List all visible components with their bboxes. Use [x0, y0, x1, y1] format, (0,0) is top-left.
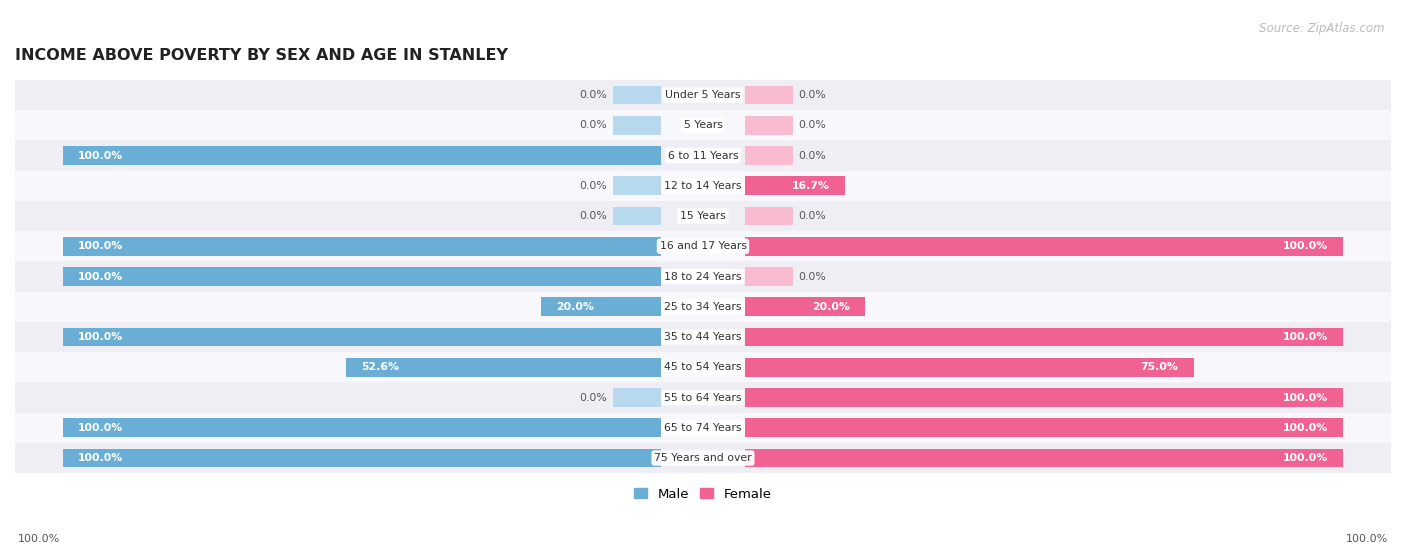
Text: 5 Years: 5 Years: [683, 121, 723, 131]
Bar: [15, 80, 1391, 110]
Text: 100.0%: 100.0%: [77, 453, 124, 463]
Text: 0.0%: 0.0%: [799, 121, 827, 131]
Text: 45 to 54 Years: 45 to 54 Years: [664, 362, 742, 372]
Bar: [15, 201, 1391, 231]
Bar: [613, 116, 661, 134]
Bar: [745, 328, 1343, 347]
Bar: [745, 86, 793, 104]
Text: 35 to 44 Years: 35 to 44 Years: [664, 332, 742, 342]
Bar: [15, 171, 1391, 201]
Text: 0.0%: 0.0%: [579, 90, 607, 100]
Bar: [745, 418, 1343, 437]
Text: 16.7%: 16.7%: [792, 181, 830, 191]
Text: 0.0%: 0.0%: [579, 392, 607, 402]
Text: 100.0%: 100.0%: [1282, 241, 1329, 251]
Text: 0.0%: 0.0%: [579, 121, 607, 131]
Bar: [613, 206, 661, 225]
Bar: [745, 116, 793, 134]
Text: INCOME ABOVE POVERTY BY SEX AND AGE IN STANLEY: INCOME ABOVE POVERTY BY SEX AND AGE IN S…: [15, 49, 508, 64]
Bar: [63, 449, 661, 468]
Text: 100.0%: 100.0%: [1282, 453, 1329, 463]
Bar: [541, 297, 661, 316]
Text: Source: ZipAtlas.com: Source: ZipAtlas.com: [1260, 22, 1385, 35]
Text: 100.0%: 100.0%: [77, 151, 124, 161]
Text: 100.0%: 100.0%: [18, 534, 60, 544]
Text: 0.0%: 0.0%: [799, 272, 827, 282]
Text: 100.0%: 100.0%: [1282, 332, 1329, 342]
Bar: [745, 146, 793, 165]
Bar: [745, 388, 1343, 407]
Text: 100.0%: 100.0%: [77, 272, 124, 282]
Text: 75.0%: 75.0%: [1140, 362, 1178, 372]
Bar: [15, 110, 1391, 141]
Text: 0.0%: 0.0%: [799, 151, 827, 161]
Bar: [613, 388, 661, 407]
Bar: [745, 449, 1343, 468]
Bar: [15, 322, 1391, 352]
Bar: [745, 206, 793, 225]
Bar: [63, 267, 661, 286]
Bar: [15, 443, 1391, 473]
Bar: [15, 231, 1391, 261]
Bar: [63, 237, 661, 256]
Bar: [63, 328, 661, 347]
Bar: [745, 297, 865, 316]
Bar: [346, 358, 661, 377]
Text: 12 to 14 Years: 12 to 14 Years: [664, 181, 742, 191]
Bar: [63, 146, 661, 165]
Bar: [745, 267, 793, 286]
Text: 100.0%: 100.0%: [1282, 392, 1329, 402]
Text: 25 to 34 Years: 25 to 34 Years: [664, 302, 742, 312]
Text: Under 5 Years: Under 5 Years: [665, 90, 741, 100]
Text: 16 and 17 Years: 16 and 17 Years: [659, 241, 747, 251]
Text: 100.0%: 100.0%: [1346, 534, 1388, 544]
Bar: [15, 413, 1391, 443]
Text: 100.0%: 100.0%: [77, 241, 124, 251]
Text: 6 to 11 Years: 6 to 11 Years: [668, 151, 738, 161]
Text: 15 Years: 15 Years: [681, 211, 725, 221]
Text: 0.0%: 0.0%: [579, 181, 607, 191]
Legend: Male, Female: Male, Female: [628, 482, 778, 506]
Text: 0.0%: 0.0%: [799, 211, 827, 221]
Bar: [15, 352, 1391, 382]
Text: 20.0%: 20.0%: [557, 302, 595, 312]
Text: 20.0%: 20.0%: [811, 302, 849, 312]
Bar: [613, 86, 661, 104]
Bar: [15, 382, 1391, 413]
Text: 100.0%: 100.0%: [77, 423, 124, 433]
Bar: [613, 176, 661, 195]
Text: 18 to 24 Years: 18 to 24 Years: [664, 272, 742, 282]
Bar: [745, 358, 1194, 377]
Bar: [15, 292, 1391, 322]
Text: 100.0%: 100.0%: [1282, 423, 1329, 433]
Text: 0.0%: 0.0%: [579, 211, 607, 221]
Text: 75 Years and over: 75 Years and over: [654, 453, 752, 463]
Text: 0.0%: 0.0%: [799, 90, 827, 100]
Text: 100.0%: 100.0%: [77, 332, 124, 342]
Text: 65 to 74 Years: 65 to 74 Years: [664, 423, 742, 433]
Text: 55 to 64 Years: 55 to 64 Years: [664, 392, 742, 402]
Bar: [15, 141, 1391, 171]
Bar: [63, 418, 661, 437]
Bar: [15, 261, 1391, 292]
Bar: [745, 237, 1343, 256]
Text: 52.6%: 52.6%: [361, 362, 399, 372]
Bar: [745, 176, 845, 195]
